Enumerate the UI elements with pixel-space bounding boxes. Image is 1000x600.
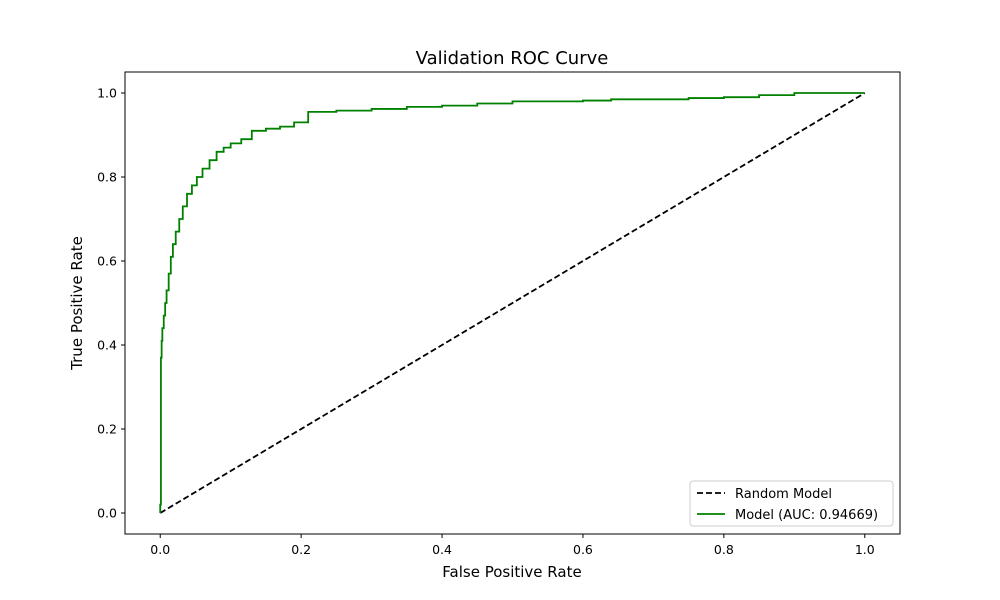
legend: Random Model Model (AUC: 0.94669) (689, 480, 894, 527)
legend-label-random-model: Random Model (735, 487, 832, 502)
y-axis: 0.0 0.2 0.4 0.6 0.8 1.0 (97, 86, 125, 521)
series-layer (159, 92, 866, 514)
series-line-random-model (159, 92, 866, 514)
x-tick-label: 0.8 (714, 542, 734, 557)
y-tick-label: 0.4 (97, 338, 117, 353)
legend-label-model: Model (AUC: 0.94669) (735, 508, 878, 523)
x-axis-label: False Positive Rate (442, 563, 581, 581)
y-tick-label: 0.6 (97, 254, 117, 269)
legend-box (689, 480, 894, 527)
y-tick-label: 0.8 (97, 170, 117, 185)
y-tick-label: 0.2 (97, 422, 117, 437)
x-tick-label: 0.0 (150, 542, 170, 557)
x-tick-label: 1.0 (855, 542, 875, 557)
axes-frame (124, 71, 901, 535)
x-tick-label: 0.2 (291, 542, 311, 557)
chart-title: Validation ROC Curve (416, 48, 609, 69)
x-tick-label: 0.6 (573, 542, 593, 557)
series-line-model (159, 92, 865, 513)
y-tick-label: 0.0 (97, 506, 117, 521)
y-tick-label: 1.0 (97, 86, 117, 101)
plot-area (124, 71, 901, 535)
x-axis: 0.0 0.2 0.4 0.6 0.8 1.0 (150, 534, 875, 557)
y-axis-label: True Positive Rate (68, 236, 86, 371)
x-tick-label: 0.4 (432, 542, 452, 557)
